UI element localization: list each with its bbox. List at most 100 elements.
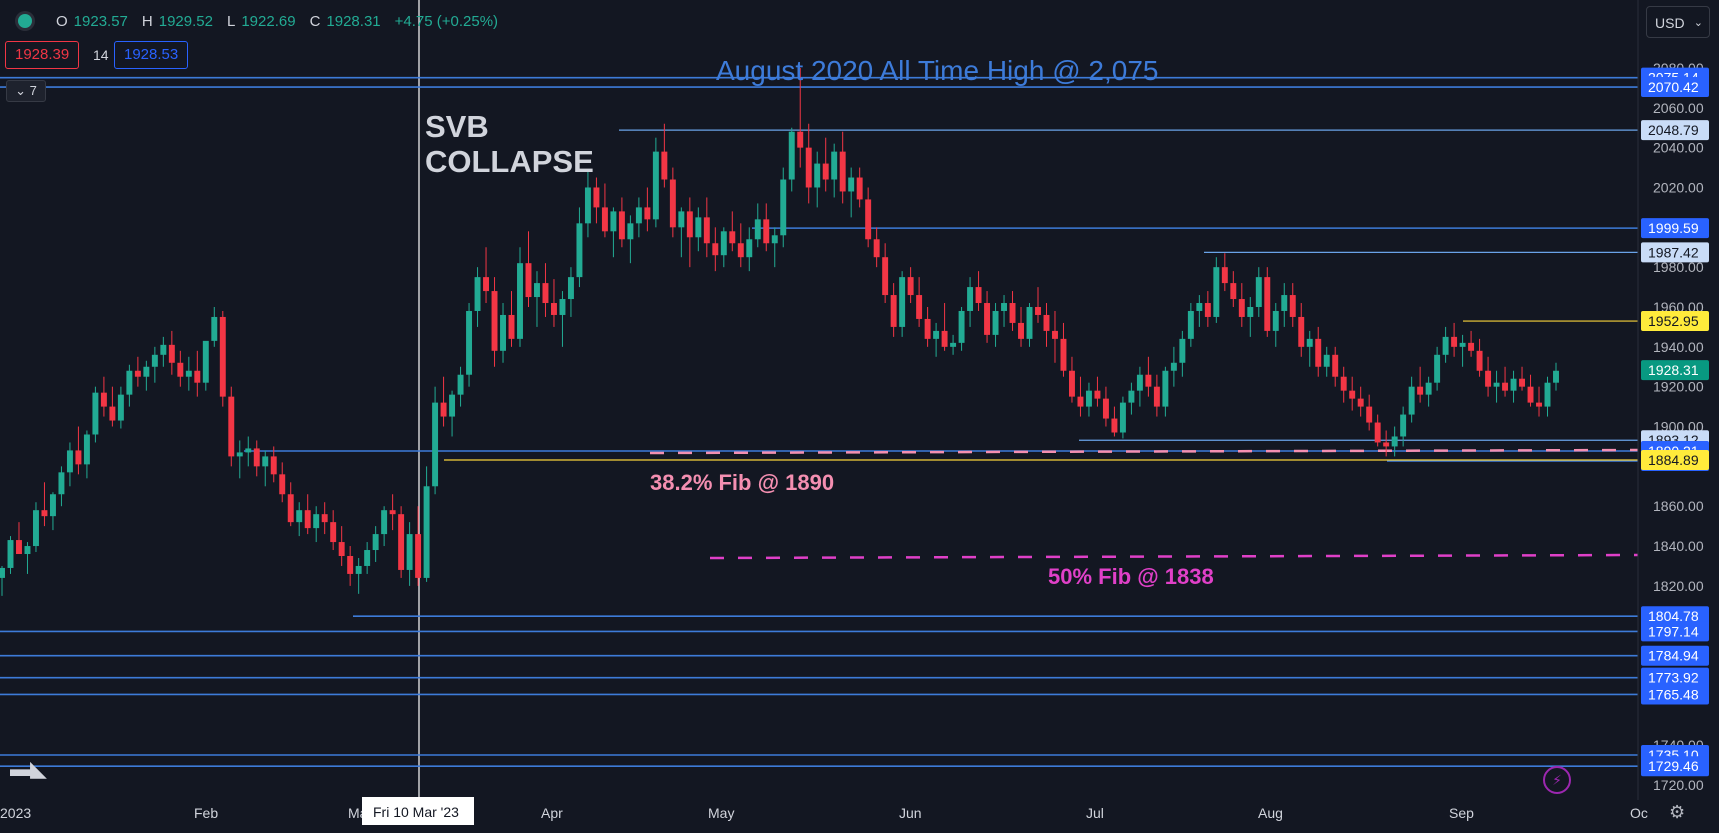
candle-body — [703, 217, 710, 244]
candle-body — [1018, 322, 1024, 339]
price-tick-label: 1940.00 — [1653, 339, 1704, 355]
candle-body — [0, 567, 5, 578]
ohlc-low-value: 1922.69 — [241, 12, 296, 30]
sell-price-button[interactable]: 1928.39 — [5, 41, 80, 69]
market-status-icon[interactable] — [18, 14, 32, 28]
gear-icon[interactable]: ⚙ — [1669, 802, 1686, 822]
candle-body — [279, 474, 286, 495]
ohlc-close-value: 1928.31 — [326, 12, 381, 30]
candle-body — [151, 354, 158, 367]
candle-body — [1119, 402, 1126, 433]
candle-body — [1519, 378, 1526, 387]
candle-body — [211, 316, 218, 341]
level-price-label: 2048.79 — [1648, 122, 1699, 138]
chart-annotation: COLLAPSE — [425, 144, 594, 179]
buy-price-button[interactable]: 1928.53 — [114, 41, 189, 69]
candle-body — [270, 456, 277, 475]
candle-body — [313, 514, 320, 529]
candle-body — [1417, 386, 1424, 395]
current-price-tag — [1641, 360, 1709, 381]
candle-body — [389, 510, 396, 515]
candle-body — [117, 394, 124, 421]
candle-body — [1009, 303, 1016, 323]
level-price-label: 1784.94 — [1648, 648, 1699, 664]
candle-body — [1001, 303, 1008, 311]
candle-body — [1052, 330, 1058, 339]
level-price-label: 1773.92 — [1648, 670, 1699, 686]
candle-body — [1442, 336, 1449, 355]
candle-body — [1502, 382, 1509, 391]
candle-body — [805, 147, 812, 188]
tradingview-logo-icon: ▬◣ — [10, 756, 47, 781]
level-price-tag — [1641, 667, 1709, 688]
candle-body — [262, 456, 269, 467]
candle-body — [1281, 295, 1288, 311]
candle-body — [950, 342, 957, 347]
candle-body — [644, 207, 651, 220]
fib-level-label: 38.2% Fib @ 1890 — [650, 470, 834, 495]
price-tick-label: 1960.00 — [1653, 299, 1704, 315]
candle-body — [508, 314, 515, 339]
candle-body — [1408, 386, 1415, 415]
candle-body — [330, 522, 337, 543]
candle-body — [24, 546, 31, 555]
candle-body — [1221, 267, 1228, 284]
candle-body — [296, 510, 303, 523]
price-tick-label: 1820.00 — [1653, 578, 1704, 594]
price-tick-label: 1920.00 — [1653, 379, 1704, 395]
candle-body — [449, 394, 456, 417]
level-price-label: 1804.78 — [1648, 608, 1699, 624]
candle-body — [168, 344, 175, 363]
candle-body — [1383, 442, 1390, 447]
price-tick-label: 1980.00 — [1653, 259, 1704, 275]
candle-body — [924, 318, 931, 339]
candle-body — [287, 494, 294, 523]
lightning-icon[interactable]: ⚡ — [1543, 766, 1571, 794]
candle-body — [780, 179, 787, 236]
ohlc-legend: O 1923.57 H 1929.52 L 1922.69 C 1928.31 +4.7… — [0, 8, 506, 34]
ohlc-open-value: 1923.57 — [73, 12, 128, 30]
candle-body — [1306, 338, 1313, 347]
candle-body — [1187, 310, 1194, 339]
crosshair-date-label: Fri 10 Mar '23 — [373, 804, 459, 820]
candle-body — [771, 235, 778, 244]
candle-body — [440, 402, 447, 417]
candle-body — [1357, 398, 1364, 407]
candle-body — [1349, 390, 1356, 399]
candle-body — [466, 310, 473, 375]
candle-body — [126, 370, 133, 395]
price-tick-label: 2040.00 — [1653, 140, 1704, 156]
candle-body — [907, 277, 914, 296]
currency-select[interactable]: USD ⌄ — [1646, 6, 1710, 38]
candle-body — [1111, 418, 1118, 433]
level-price-label: 1797.14 — [1648, 623, 1699, 639]
candle-body — [66, 450, 73, 473]
candle-body — [1476, 350, 1483, 371]
indicators-collapse-button[interactable]: ⌄ 7 — [6, 80, 46, 102]
candle-body — [1510, 378, 1517, 391]
chevron-down-icon: ⌄ — [15, 83, 27, 98]
candle-body — [992, 310, 999, 335]
time-tick-label: Apr — [541, 805, 563, 821]
candle-body — [500, 314, 506, 351]
candle-body — [474, 277, 481, 311]
candle-body — [253, 448, 260, 467]
candle-body — [1162, 370, 1169, 407]
candle-body — [398, 514, 405, 570]
candle-body — [559, 299, 566, 315]
candle-body — [1136, 374, 1143, 391]
candle-body — [669, 179, 676, 228]
candle-body — [635, 207, 642, 224]
candle-body — [1102, 398, 1109, 419]
candle-body — [1264, 277, 1271, 331]
candle-body — [1374, 422, 1381, 443]
level-price-tag — [1641, 684, 1709, 705]
candle-body — [975, 287, 982, 304]
candle-body — [372, 534, 379, 551]
current-price-label: 1928.31 — [1648, 362, 1699, 378]
level-price-tag — [1641, 450, 1709, 470]
candle-body — [610, 211, 617, 232]
candle-body — [491, 291, 498, 351]
